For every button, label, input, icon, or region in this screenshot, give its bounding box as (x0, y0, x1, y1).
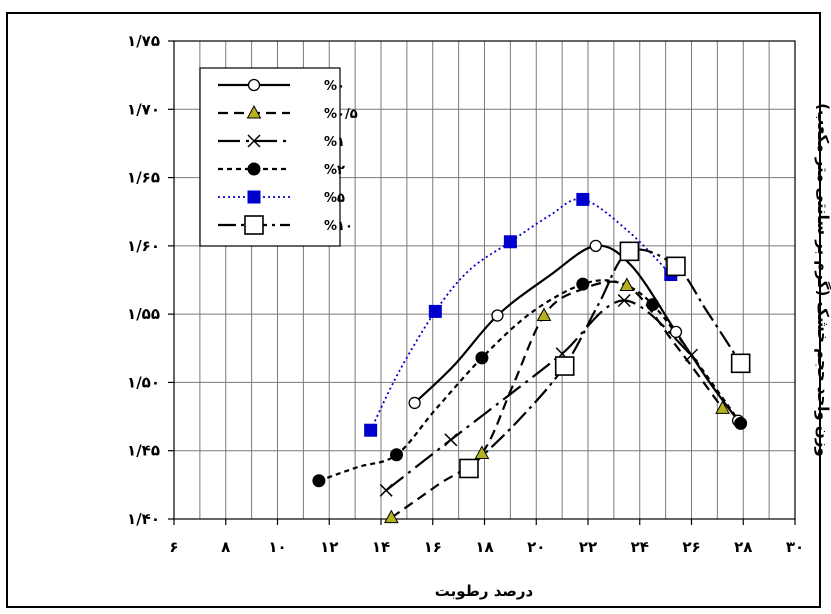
legend-item: %۵ (218, 190, 345, 206)
legend-marker (246, 104, 262, 119)
x-axis-title: درصد رطوبت (435, 582, 534, 600)
data-point (617, 293, 631, 308)
legend: %۰ %۰/۵ %۱ %۲ %۵ %۱۰ (199, 67, 358, 247)
legend-label: %۰/۵ (324, 107, 358, 122)
y-tick-label: ۱/۷۵ (127, 32, 160, 50)
series-line (318, 279, 742, 482)
data-point (576, 192, 590, 206)
legend-box (199, 67, 341, 247)
data-point (715, 400, 730, 414)
legend-marker (244, 215, 264, 235)
x-tick-label: ۲۴ (631, 538, 649, 556)
data-point (312, 474, 326, 488)
data-point (408, 396, 421, 410)
data-point (576, 277, 590, 291)
chart-frame (6, 12, 821, 608)
legend-marker (247, 78, 261, 92)
x-tick-label: ۲۸ (734, 538, 752, 556)
x-tick-label: ۱۴ (372, 538, 390, 556)
x-tick-label: ۸ (221, 538, 230, 556)
y-axis-title: وزن واحد حجم خشک (گرم بر سانتی متر مکعب) (814, 103, 831, 456)
y-tick-label: ۱/۵۵ (127, 305, 160, 323)
legend-label: %۰ (324, 79, 345, 94)
y-tick-label: ۱/۷۰ (127, 100, 160, 118)
marker-layer (312, 192, 751, 524)
data-point (475, 351, 489, 365)
y-tick-label: ۱/۴۵ (127, 442, 160, 460)
legend-item: %۰ (218, 78, 345, 94)
data-point (669, 325, 683, 339)
x-tick-label: ۳۰ (786, 538, 804, 556)
data-point (491, 309, 504, 322)
data-point (428, 304, 442, 318)
legend-marker (247, 162, 261, 176)
data-point (619, 277, 635, 291)
data-point (364, 423, 378, 437)
legend-item: %۱ (218, 134, 345, 150)
tick-labels: ۶ ۸ ۱۰ ۱۲ ۱۴ ۱۶ ۱۸ ۲۰ ۲۲ ۲۴ ۲۶ ۲۸ ۳۰ ۱/۴۰ ۱/۴۵ ۱/۵۰ ۱/۵۵… (127, 32, 804, 556)
data-point (666, 256, 686, 277)
data-point (384, 509, 399, 524)
series-layer (318, 198, 742, 519)
legend-item: %۰/۵ (218, 104, 358, 122)
data-point (734, 416, 748, 430)
x-tick-label: ۶ (169, 538, 178, 556)
x-tick-label: ۱۲ (320, 538, 338, 556)
data-point (730, 353, 751, 374)
legend-marker (247, 134, 261, 148)
y-tick-label: ۱/۴۰ (127, 510, 160, 528)
data-point (474, 445, 490, 459)
y-tick-label: ۱/۶۰ (127, 237, 160, 255)
data-point (536, 307, 552, 322)
y-tick-label: ۱/۵۰ (127, 373, 160, 391)
series-line (468, 248, 742, 470)
legend-label: %۵ (324, 191, 345, 206)
series-line (413, 244, 739, 422)
x-tick-label: ۲۰ (527, 538, 545, 556)
x-tick-label: ۲۶ (682, 538, 700, 556)
legend-marker (247, 190, 261, 204)
series-line (385, 299, 693, 492)
legend-label: %۲ (324, 163, 345, 178)
legend-item: %۲ (218, 162, 345, 178)
data-point (379, 483, 393, 497)
series-line (369, 198, 672, 431)
legend-label: %۱ (324, 135, 345, 150)
x-tick-label: ۲۲ (579, 538, 597, 556)
data-point (684, 348, 699, 362)
data-point (444, 433, 458, 447)
data-point (589, 239, 602, 253)
data-point (503, 235, 517, 249)
data-point (646, 298, 660, 312)
data-point (459, 458, 479, 479)
data-point (554, 356, 575, 376)
y-tick-label: ۱/۶۵ (127, 169, 160, 187)
x-tick-label: ۱۰ (268, 538, 286, 556)
data-point (619, 241, 640, 262)
x-tick-label: ۱۸ (475, 538, 493, 556)
x-tick-label: ۱۶ (424, 538, 442, 556)
legend-item: %۱۰ (218, 215, 353, 235)
data-point (390, 448, 404, 462)
legend-label: %۱۰ (324, 219, 353, 234)
